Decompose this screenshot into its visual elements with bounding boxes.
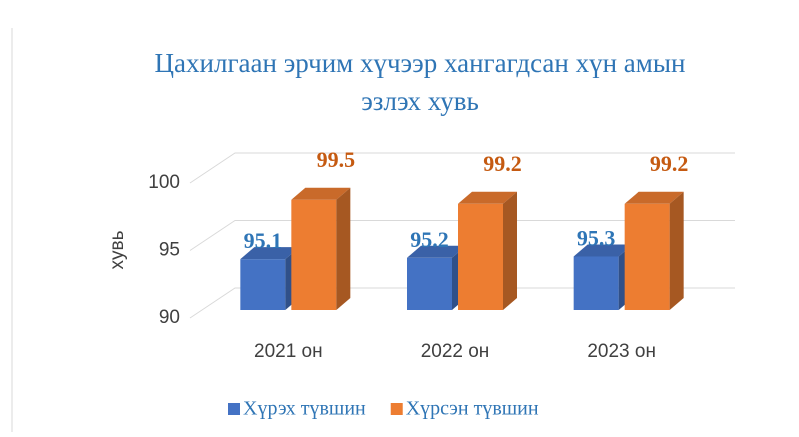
- data-label: 99.5: [317, 147, 356, 172]
- bar-top: [407, 245, 466, 258]
- data-label: 95.2: [410, 227, 449, 252]
- chart-title: Цахилгаан эрчим хүчээр хангагдсан хүн ам…: [154, 48, 686, 116]
- data-label: 99.2: [650, 151, 689, 176]
- y-tick-label: 95: [159, 240, 180, 261]
- y-tick-label: 100: [148, 172, 180, 193]
- x-tick-label: 2022 он: [421, 341, 490, 362]
- bar: [407, 257, 452, 310]
- bar-side: [503, 191, 517, 310]
- bar: [240, 259, 286, 310]
- x-tick-label: 2023 он: [587, 341, 656, 362]
- legend-swatch: [390, 403, 403, 415]
- bar-side: [336, 187, 351, 310]
- data-label: 95.1: [244, 228, 283, 253]
- bar: [458, 203, 503, 310]
- bar-top: [458, 191, 517, 204]
- grid-line: [189, 220, 735, 251]
- bar: [291, 199, 337, 310]
- bar-top: [240, 247, 300, 260]
- data-label: 95.3: [577, 225, 616, 250]
- x-tick-label: 2021 он: [254, 341, 323, 362]
- bar-top: [624, 191, 684, 204]
- legend-label: Хүрсэн түвшин: [406, 398, 539, 420]
- bar-side: [669, 191, 684, 310]
- bar-top: [573, 244, 633, 257]
- legend-label: Хүрэх түвшин: [243, 398, 366, 420]
- grid-line: [189, 152, 735, 184]
- y-tick-label: 90: [159, 307, 180, 328]
- legend-swatch: [228, 403, 240, 415]
- grid-line: [189, 287, 735, 319]
- bar: [624, 203, 670, 310]
- bar-top: [291, 187, 351, 200]
- data-label: 99.2: [483, 151, 522, 176]
- y-axis-label: хувь: [107, 230, 128, 269]
- bar: [573, 256, 619, 310]
